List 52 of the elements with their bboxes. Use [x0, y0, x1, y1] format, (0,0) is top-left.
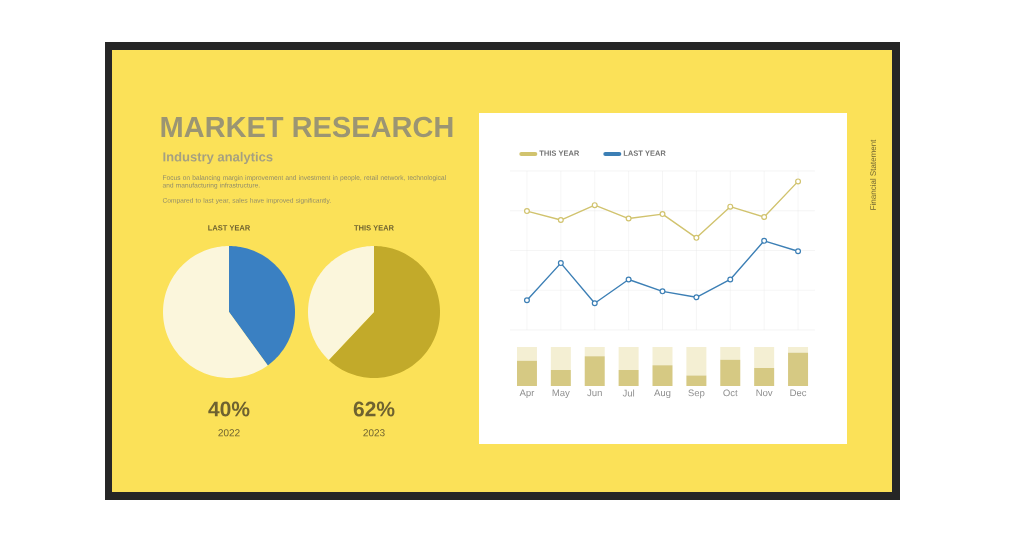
bar — [550, 370, 571, 386]
point — [523, 208, 530, 215]
point — [727, 203, 734, 210]
bar — [584, 346, 605, 357]
bar — [516, 346, 537, 361]
text: Industry analytics — [163, 151, 273, 165]
x-tick-label: Sep — [688, 389, 705, 399]
bar — [584, 356, 605, 386]
point — [591, 300, 598, 307]
point — [557, 217, 564, 224]
bar — [720, 359, 741, 386]
point — [795, 248, 802, 255]
x-tick-label: Aug — [654, 389, 671, 399]
point — [727, 276, 734, 283]
bar — [788, 346, 809, 353]
x-tick-label: Nov — [756, 389, 773, 397]
point — [761, 237, 768, 244]
point — [659, 288, 666, 295]
bar — [652, 365, 673, 386]
point — [693, 234, 700, 241]
bar — [720, 346, 741, 360]
bar — [788, 352, 809, 386]
x-tick-label: Dec — [790, 389, 807, 397]
point — [625, 215, 632, 222]
point — [693, 294, 700, 301]
text: 40% — [208, 401, 250, 417]
text: 2022 — [218, 429, 240, 437]
bar — [686, 375, 707, 386]
x-tick-label: Apr — [519, 389, 535, 399]
point — [557, 260, 564, 267]
bar — [550, 346, 571, 370]
bar — [686, 346, 707, 376]
text: 2023 — [363, 429, 385, 437]
x-tick-label: Jun — [587, 389, 602, 397]
text: 62% — [353, 401, 395, 417]
bar — [618, 346, 639, 370]
text: MARKET RESEARCH — [161, 116, 453, 138]
point — [659, 211, 666, 218]
point — [625, 276, 632, 283]
point — [761, 214, 768, 221]
bar — [754, 346, 775, 369]
text: Financial Statement — [870, 139, 876, 210]
x-tick-label: Jul — [622, 389, 635, 397]
bar — [618, 370, 639, 386]
point — [523, 297, 530, 304]
x-tick-label: May — [552, 389, 570, 399]
x-tick-label: Oct — [723, 389, 738, 397]
bar — [516, 360, 537, 386]
point — [591, 202, 598, 209]
point — [795, 178, 802, 185]
bar — [754, 368, 775, 386]
bar — [652, 346, 673, 366]
